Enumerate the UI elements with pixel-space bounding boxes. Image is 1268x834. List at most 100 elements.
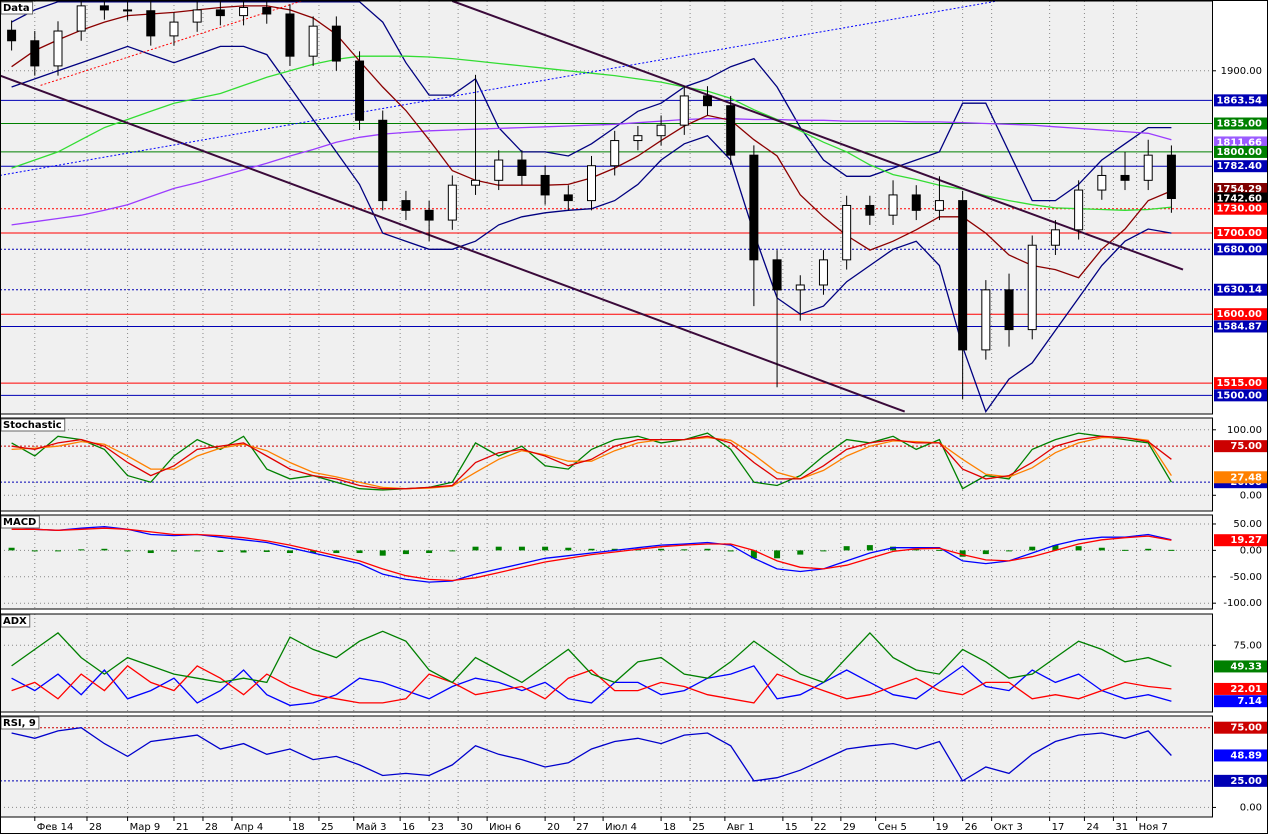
histogram-bar [1075,546,1082,551]
panel: 75.00 49.33 22.017.14 ADX [0,613,1267,713]
x-tick-label: Ноя 7 [1139,822,1168,833]
level-label: 1630.14 [1216,285,1262,296]
level-label-box [1214,227,1267,240]
y-tick-label: 0.00 [1240,490,1262,501]
histogram-bar [472,546,479,551]
histogram-bar [588,548,595,551]
histogram-bar [658,548,665,551]
histogram-bar [449,550,456,552]
x-tick-label: 16 [402,822,415,833]
indicator-line [11,118,1172,226]
candle-body [702,95,712,107]
x-tick-label: 22 [814,822,827,833]
level-label: 1742.60 [1216,193,1262,204]
x-tick-label: 24 [1086,822,1099,833]
level-label-box [1214,192,1267,205]
histogram-bar [402,550,409,555]
indicator-line [11,665,1172,707]
level-label: 49.33 [1230,661,1262,672]
candle-body [656,124,666,137]
histogram-bar [101,548,108,551]
histogram-bar [727,550,734,552]
histogram-bar [263,550,270,552]
level-label-box [1214,283,1267,296]
level-label-box [1214,308,1267,321]
level-label: 1600.00 [1216,309,1262,320]
panel-title: Stochastic [3,420,62,431]
candle-body [76,5,86,32]
histogram-bar [170,550,177,552]
histogram-bar [426,550,433,554]
candle-body [378,119,388,202]
histogram-bar [542,546,549,551]
level-label-box [1214,94,1267,107]
candle-body [285,13,295,57]
candle-body [424,209,434,221]
level-label: 1835.00 [1216,119,1262,130]
y-tick-label: 75.00 [1233,640,1262,651]
candle-body [7,29,17,42]
candle-body [795,284,805,291]
indicator-line [11,435,1172,490]
level-label-box [1214,145,1267,158]
histogram-bar [379,550,386,556]
trendline [0,74,906,413]
indicator-line [11,1,1172,202]
candle-body [911,194,921,211]
candle-body [30,40,40,67]
histogram-bar [1098,547,1105,551]
histogram-bar [774,550,781,559]
candle-body [679,95,689,126]
histogram-bar [750,550,757,559]
candle-body [1027,244,1037,331]
x-tick-label: 21 [176,822,189,833]
candle-body [308,25,318,57]
histogram-bar [124,550,131,552]
candle-body [772,259,782,291]
level-label: 1700.00 [1216,228,1262,239]
x-tick-label: 20 [547,822,560,833]
candle-body [471,179,481,186]
y-tick-label: -50.00 [1230,572,1262,583]
candle-body [146,10,156,37]
level-label: 1730.00 [1216,204,1262,215]
histogram-bar [820,550,827,552]
trendline [0,1,998,176]
x-tick-label: 31 [1115,822,1128,833]
candle-body [726,105,736,156]
histogram-bar [333,550,340,554]
candle-body [958,200,968,351]
histogram-bar [1122,549,1129,551]
trendline [40,1,302,86]
level-label: 1863.54 [1216,95,1262,106]
candle-body [1074,189,1084,231]
histogram-bar [681,549,688,551]
level-label-box [1214,202,1267,215]
indicator-line [11,630,1172,684]
panel: 0.00 75.00 48.89 25.00 RSI, 9 [0,715,1267,818]
candle-body [1143,154,1153,181]
histogram-bar [356,550,363,554]
level-label-box [1214,117,1267,130]
histogram-bar [54,550,61,552]
y-tick-label: 50.00 [1233,519,1262,530]
plot-area [0,515,1212,609]
y-tick-label: 0.00 [1240,802,1262,813]
candle-body [447,184,457,221]
candle-body [192,9,202,23]
x-tick-label: 18 [292,822,305,833]
indicator-line [11,432,1172,491]
panel-title: MACD [3,517,36,528]
x-tick-label: 28 [205,822,218,833]
indicator-line [11,527,1172,582]
candle-body [540,174,550,196]
histogram-bar [797,550,804,555]
x-tick-label: 15 [785,822,798,833]
level-label: 1500.00 [1216,390,1262,401]
candle-body [1050,229,1060,246]
level-label-box [1214,682,1267,695]
candle-body [494,159,504,181]
x-tick-label: 25 [692,822,705,833]
candle-body [123,9,133,12]
histogram-bar [1029,546,1036,551]
